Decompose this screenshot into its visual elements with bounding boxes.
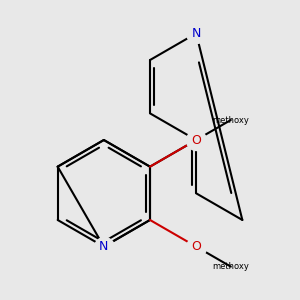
Text: O: O bbox=[191, 240, 201, 253]
Text: methoxy: methoxy bbox=[212, 116, 249, 124]
Text: N: N bbox=[191, 27, 201, 40]
Text: N: N bbox=[99, 240, 109, 253]
Text: O: O bbox=[191, 134, 201, 146]
Text: methoxy: methoxy bbox=[212, 262, 249, 271]
